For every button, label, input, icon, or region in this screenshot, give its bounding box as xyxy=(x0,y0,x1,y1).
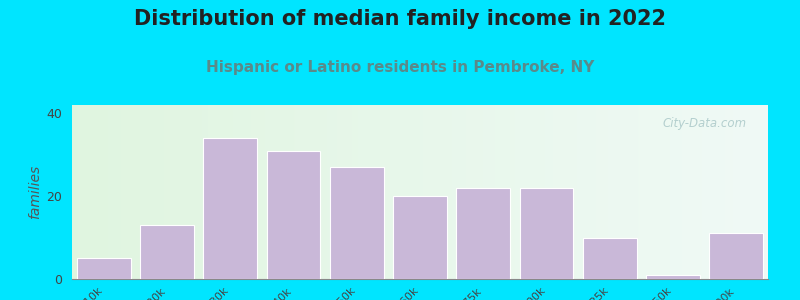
Text: City-Data.com: City-Data.com xyxy=(663,117,747,130)
Text: Hispanic or Latino residents in Pembroke, NY: Hispanic or Latino residents in Pembroke… xyxy=(206,60,594,75)
Bar xyxy=(266,151,320,279)
Bar xyxy=(456,188,510,279)
Bar xyxy=(330,167,384,279)
Bar xyxy=(140,225,194,279)
Bar xyxy=(710,233,763,279)
Y-axis label: families: families xyxy=(28,165,42,219)
Bar xyxy=(646,275,700,279)
Text: Distribution of median family income in 2022: Distribution of median family income in … xyxy=(134,9,666,29)
Bar xyxy=(77,258,130,279)
Bar xyxy=(393,196,447,279)
Bar xyxy=(583,238,637,279)
Bar xyxy=(520,188,574,279)
Bar xyxy=(203,138,257,279)
